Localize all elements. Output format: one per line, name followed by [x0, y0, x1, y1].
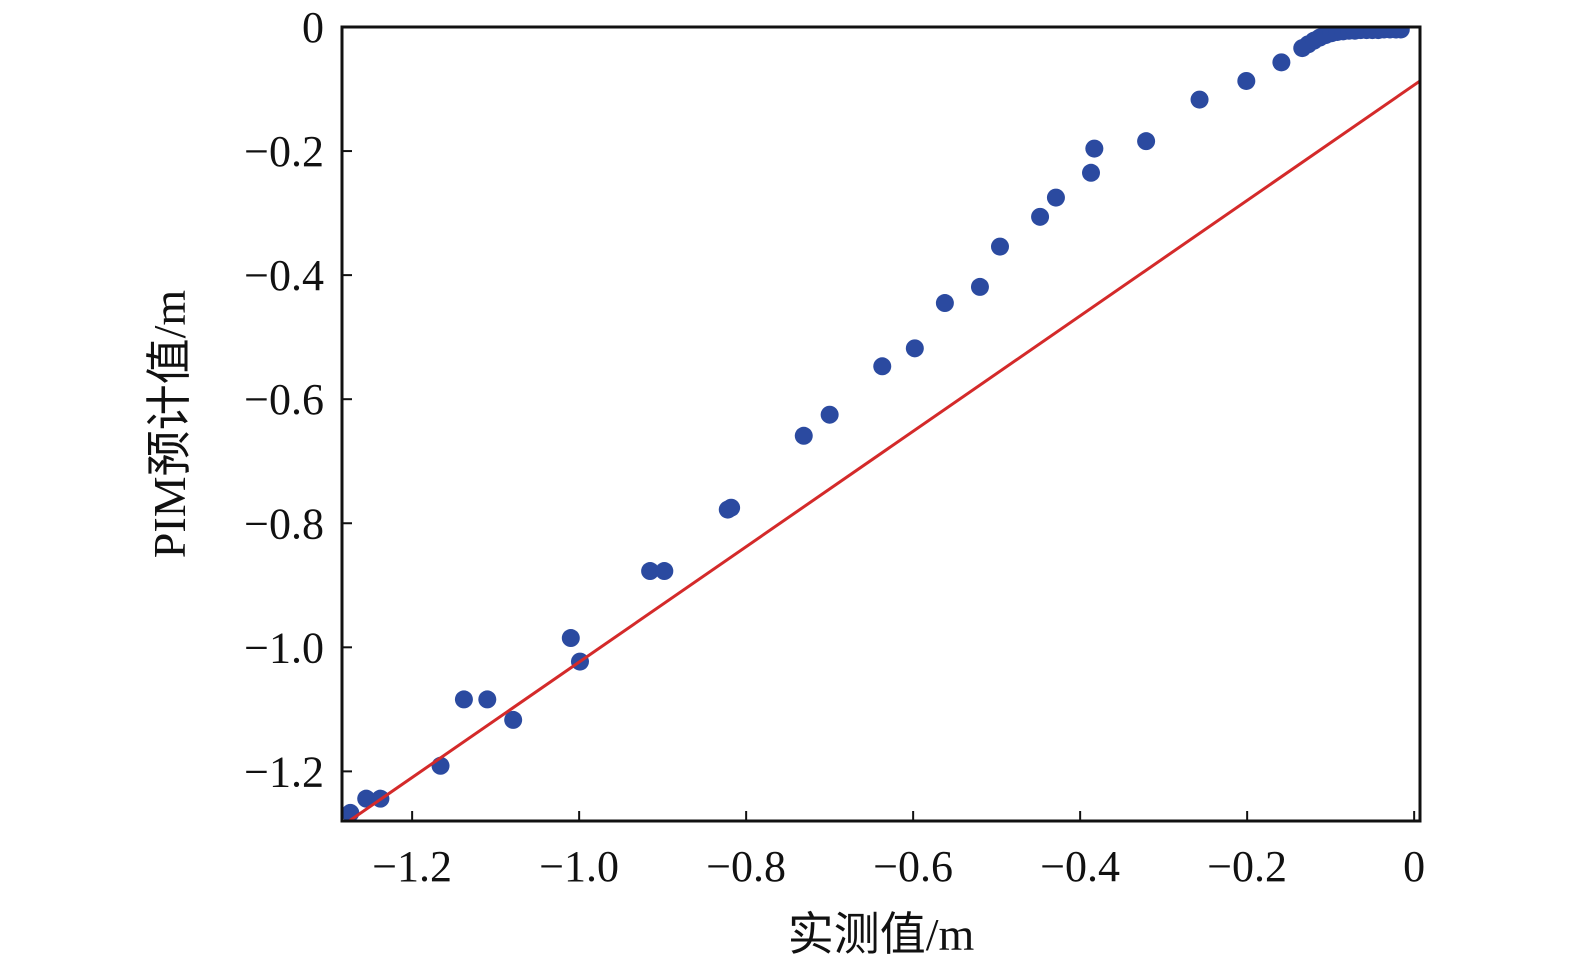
data-point — [935, 294, 954, 313]
y-tick-label: −1.0 — [244, 623, 324, 672]
x-tick-label: −0.4 — [1040, 842, 1120, 891]
data-point — [1082, 163, 1101, 182]
x-tick-label: −1.2 — [372, 842, 452, 891]
x-tick-label: −1.0 — [539, 842, 619, 891]
data-point — [794, 426, 813, 445]
data-point — [1237, 71, 1256, 90]
y-tick-label: −0.6 — [244, 375, 324, 424]
y-axis-label: PIM预计值/m — [144, 290, 195, 559]
data-point — [357, 789, 376, 808]
data-point — [905, 339, 924, 358]
data-point — [1272, 53, 1291, 72]
data-point — [722, 498, 741, 517]
data-point — [655, 562, 674, 581]
y-tick-label: −0.2 — [244, 127, 324, 176]
data-point — [990, 237, 1009, 256]
data-point — [1085, 139, 1104, 158]
y-tick-label: −0.4 — [244, 251, 324, 300]
plot-marks — [342, 27, 1420, 821]
y-tick-label: −0.8 — [244, 499, 324, 548]
data-point — [1031, 207, 1050, 226]
data-point — [1137, 132, 1156, 151]
data-point — [873, 357, 892, 376]
fit-line — [346, 79, 1420, 821]
data-point — [641, 562, 660, 581]
x-axis-label: 实测值/m — [788, 909, 975, 960]
x-tick-label: −0.8 — [706, 842, 786, 891]
data-point — [1046, 188, 1065, 207]
data-point — [970, 277, 989, 296]
data-point — [561, 629, 580, 648]
data-point — [820, 405, 839, 424]
x-tick-label: −0.2 — [1207, 842, 1287, 891]
x-tick-label: −0.6 — [873, 842, 953, 891]
y-axis: 0 −0.2 −0.4 −0.6 −0.8 −1.0 −1.2 — [244, 3, 352, 796]
data-point — [504, 710, 523, 729]
data-point — [1190, 90, 1209, 109]
data-point — [1391, 27, 1410, 39]
data-point — [478, 690, 497, 709]
y-tick-label: 0 — [302, 3, 324, 52]
plot-frame — [340, 25, 1422, 823]
x-tick-label: 0 — [1403, 842, 1425, 891]
x-axis: −1.2 −1.0 −0.8 −0.6 −0.4 −0.2 0 — [372, 811, 1425, 891]
data-point — [454, 690, 473, 709]
y-tick-label: −1.2 — [244, 747, 324, 796]
